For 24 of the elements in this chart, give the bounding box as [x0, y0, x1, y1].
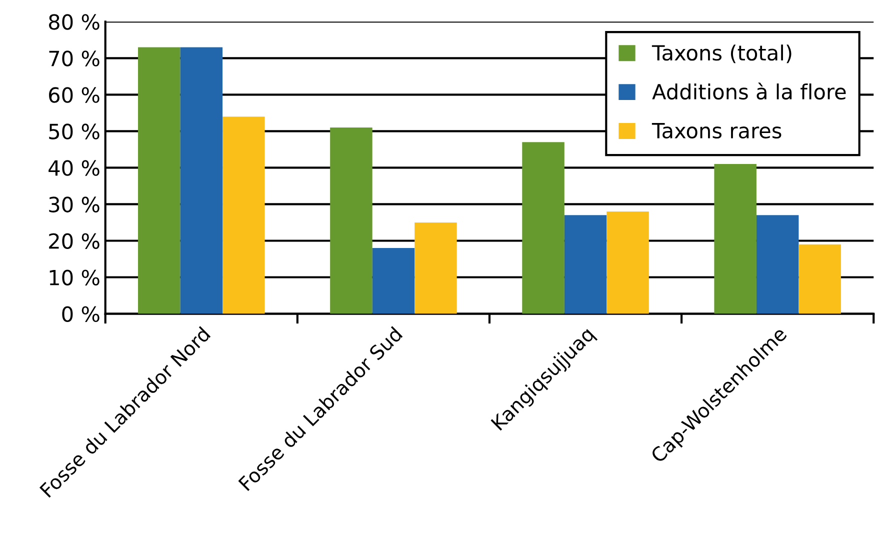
- y-tick-label: 30 %: [49, 196, 100, 212]
- bar: [138, 47, 180, 314]
- bar: [372, 248, 415, 314]
- bar: [330, 128, 372, 314]
- bar: [414, 222, 457, 314]
- bar: [564, 215, 607, 314]
- y-tick-label: 0 %: [62, 306, 100, 322]
- bar: [222, 116, 265, 314]
- y-tick-label: 10 %: [50, 270, 100, 286]
- y-tick-label: 80 %: [48, 14, 100, 30]
- bar: [522, 142, 564, 314]
- y-tick-label: 40 %: [48, 160, 100, 176]
- y-tick-label: 20 %: [49, 233, 100, 249]
- bar: [180, 47, 223, 314]
- y-tick-label: 70 %: [49, 50, 100, 66]
- legend-label: Additions à la flore: [652, 82, 846, 100]
- bar: [756, 215, 799, 314]
- bar: [798, 244, 841, 314]
- legend-label: Taxons rares: [652, 123, 782, 139]
- bar: [606, 212, 649, 314]
- y-tick-label: 50 %: [49, 124, 100, 140]
- legend-label: Taxons (total): [652, 44, 792, 64]
- y-tick-label: 60 %: [49, 87, 100, 103]
- bar: [714, 164, 756, 314]
